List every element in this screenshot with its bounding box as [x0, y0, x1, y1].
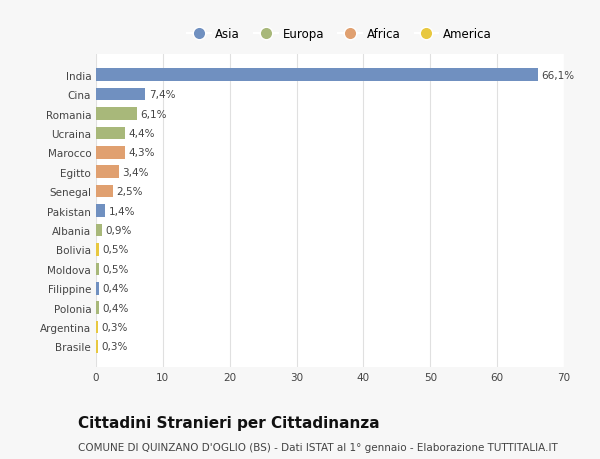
Text: 3,4%: 3,4% — [122, 168, 149, 177]
Text: 2,5%: 2,5% — [116, 187, 143, 197]
Legend: Asia, Europa, Africa, America: Asia, Europa, Africa, America — [182, 23, 496, 46]
Bar — [96, 185, 113, 198]
Text: 4,3%: 4,3% — [128, 148, 155, 158]
Bar — [96, 147, 125, 159]
Text: 0,4%: 0,4% — [102, 303, 128, 313]
Text: 4,4%: 4,4% — [129, 129, 155, 139]
Bar — [96, 166, 119, 179]
Text: 0,5%: 0,5% — [103, 245, 129, 255]
Bar — [96, 205, 106, 218]
Text: 7,4%: 7,4% — [149, 90, 175, 100]
Bar — [96, 69, 538, 82]
Text: 1,4%: 1,4% — [109, 206, 135, 216]
Bar — [96, 89, 145, 101]
Bar — [96, 302, 98, 314]
Text: COMUNE DI QUINZANO D'OGLIO (BS) - Dati ISTAT al 1° gennaio - Elaborazione TUTTIT: COMUNE DI QUINZANO D'OGLIO (BS) - Dati I… — [78, 442, 558, 452]
Text: 0,3%: 0,3% — [101, 322, 128, 332]
Bar — [96, 321, 98, 334]
Text: 0,9%: 0,9% — [106, 225, 132, 235]
Bar — [96, 282, 98, 295]
Bar — [96, 341, 98, 353]
Bar — [96, 127, 125, 140]
Bar — [96, 263, 100, 275]
Text: 0,5%: 0,5% — [103, 264, 129, 274]
Text: 0,3%: 0,3% — [101, 342, 128, 352]
Bar — [96, 244, 100, 256]
Text: 0,4%: 0,4% — [102, 284, 128, 294]
Text: 66,1%: 66,1% — [541, 71, 574, 80]
Bar — [96, 224, 102, 237]
Text: 6,1%: 6,1% — [140, 109, 167, 119]
Text: Cittadini Stranieri per Cittadinanza: Cittadini Stranieri per Cittadinanza — [78, 415, 380, 431]
Bar — [96, 108, 137, 121]
